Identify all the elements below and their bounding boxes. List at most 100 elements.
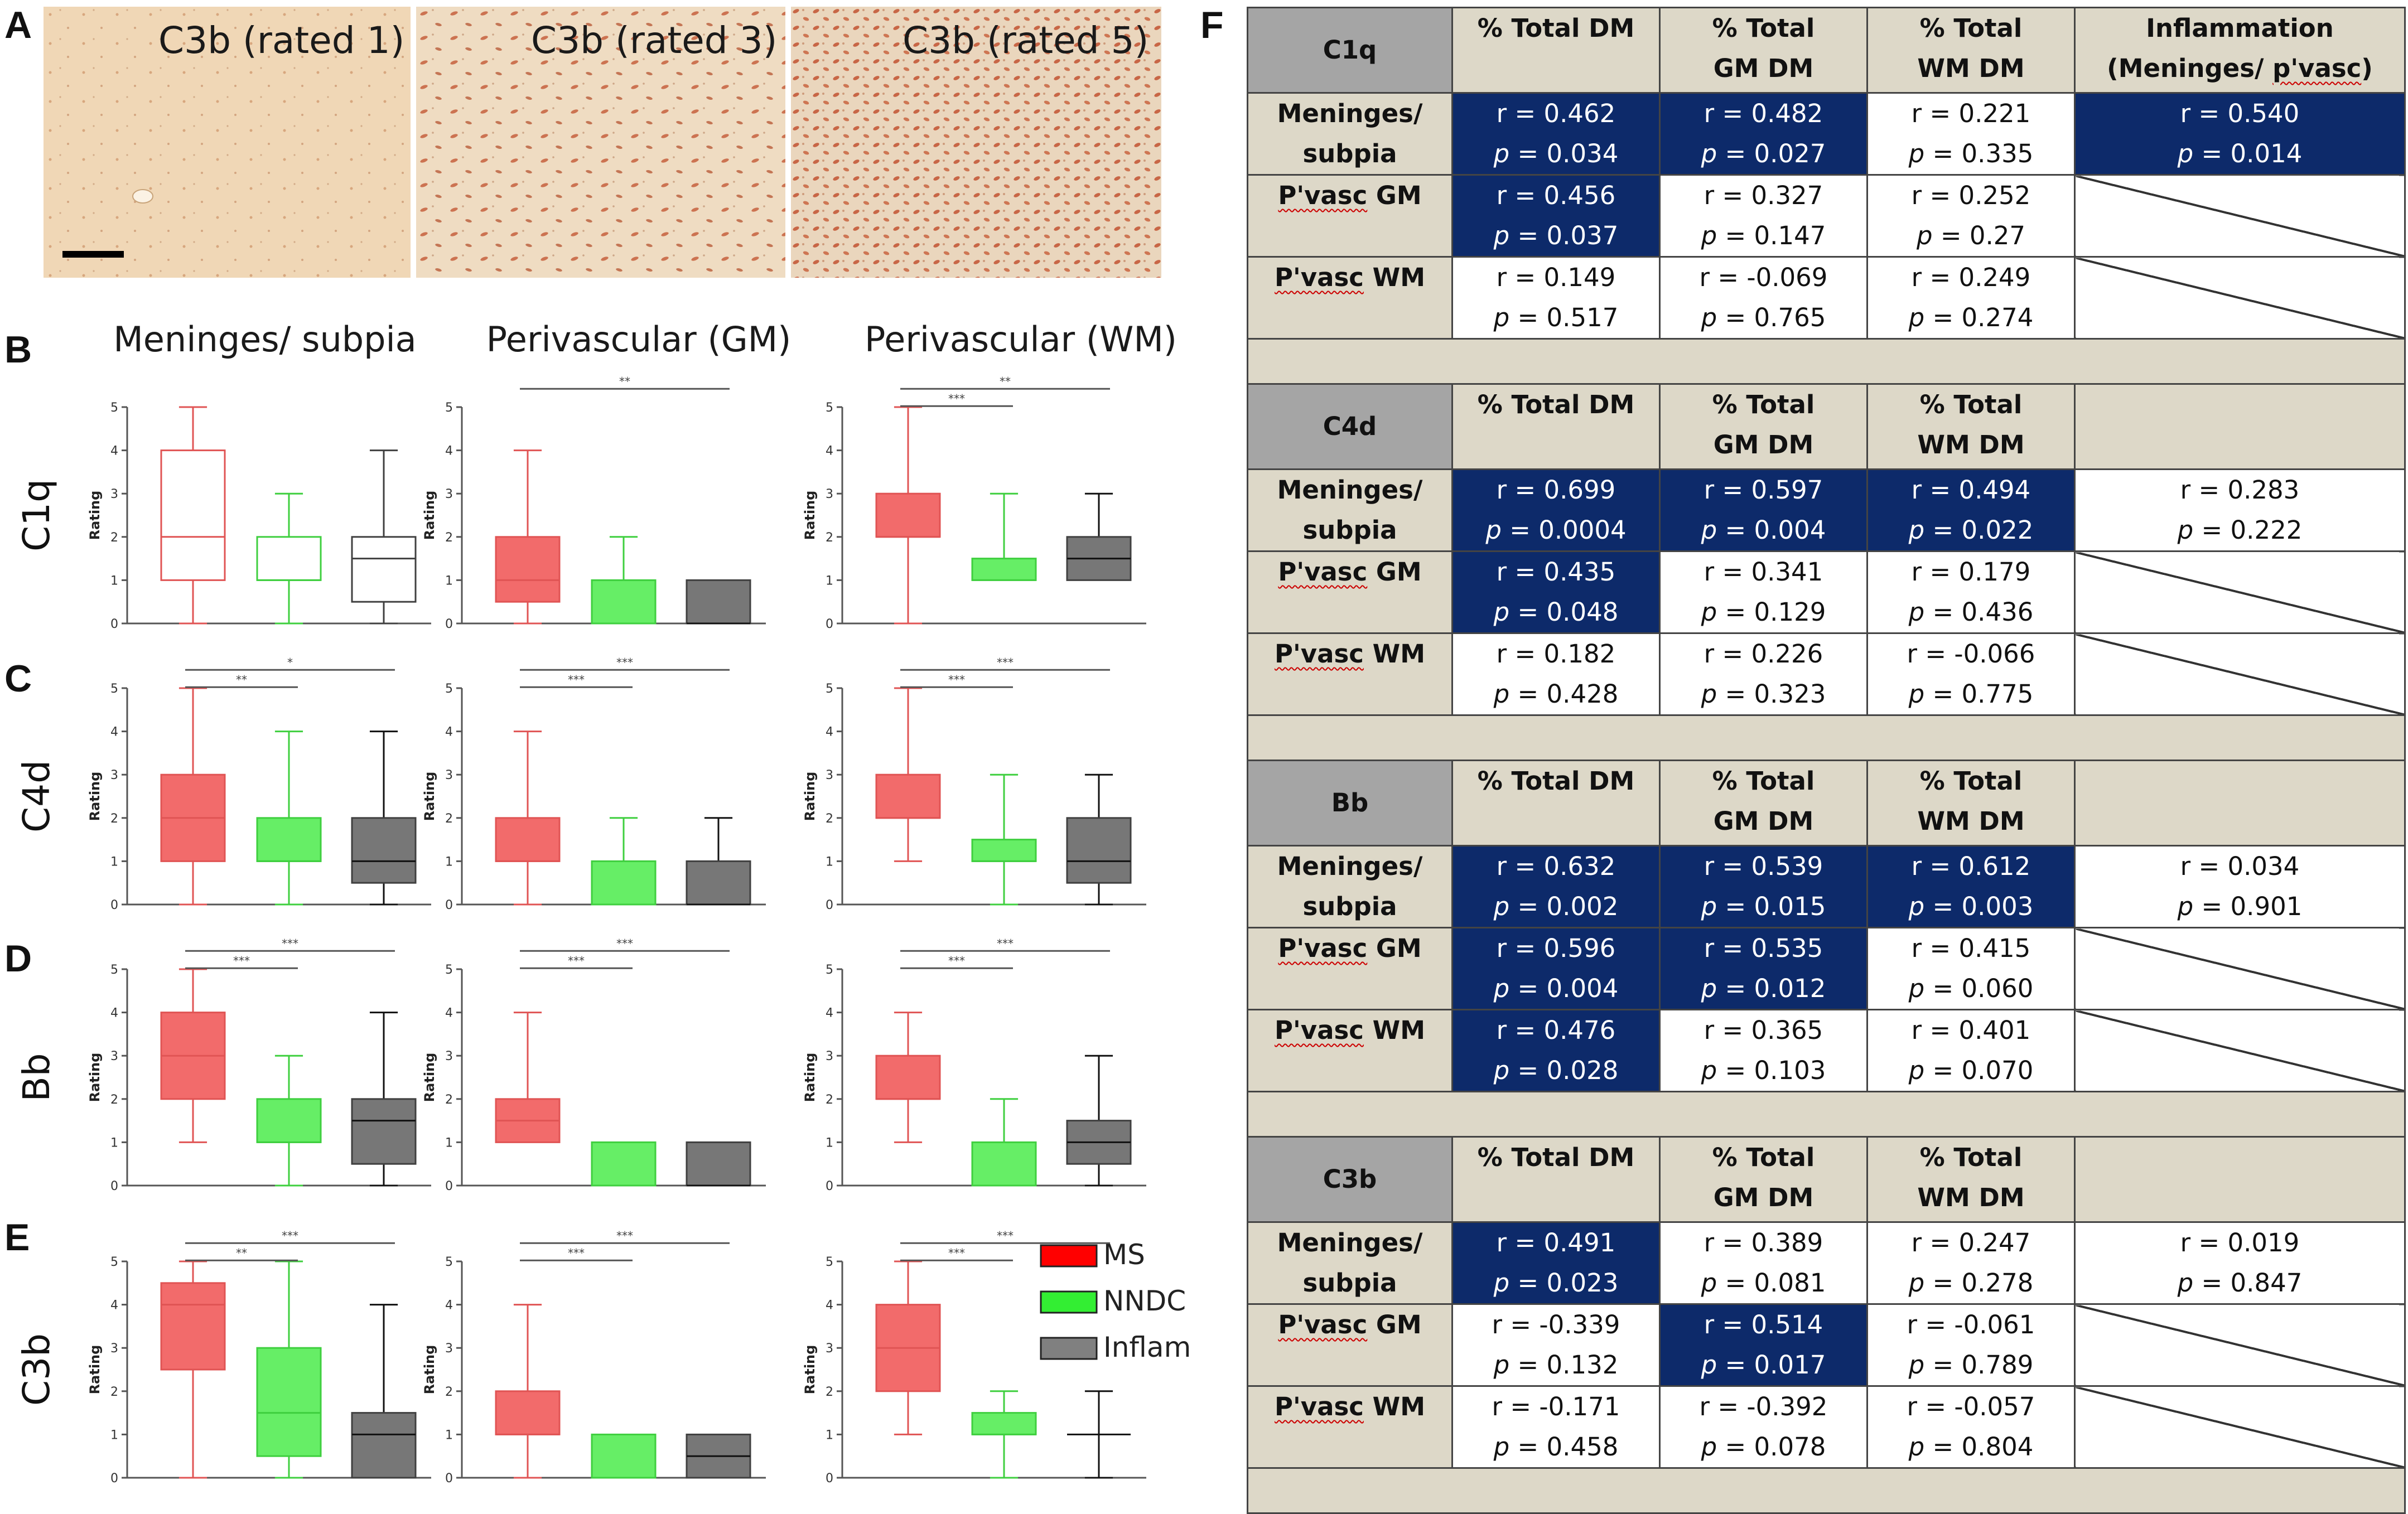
correlation-cell: r = 0.389 p = 0.081 — [1659, 1221, 1868, 1305]
box-body — [971, 1141, 1037, 1187]
table-row: Meninges/subpia r = 0.632 p = 0.002 r = 0.5… — [1247, 845, 2406, 928]
correlation-cell: r = 0.252 p = 0.27 — [1866, 174, 2076, 258]
row-label-line: P'vasc GM — [1278, 557, 1422, 587]
y-tick-label: 5 — [826, 401, 833, 415]
cell-line: p = 0.132 — [1454, 1345, 1658, 1385]
table-row: P'vasc GM r = -0.339 p = 0.132 r = 0.514 p … — [1247, 1303, 2406, 1387]
cell-line: r = 0.482 — [1704, 99, 1823, 128]
row-label-c4d: C4d — [15, 760, 58, 833]
significance-label: *** — [568, 1246, 585, 1260]
box-inflam — [1066, 492, 1132, 581]
boxplot-c1q-2: 0 1 2 3 4 5 Rating ** — [422, 375, 766, 631]
p-value: = 0.027 — [1725, 139, 1826, 168]
significant-correlation-cell: r = 0.632 p = 0.002 — [1451, 845, 1661, 928]
y-tick-label: 5 — [826, 682, 833, 696]
p-symbol: p — [1493, 1432, 1518, 1462]
y-tick-label: 3 — [826, 487, 833, 501]
correlation-table: C1q % Total DM % Total GM DM % Total WM DM In… — [1247, 7, 2406, 1514]
y-tick-label: 3 — [826, 768, 833, 782]
correlation-cell: r = 0.149 p = 0.517 — [1451, 256, 1661, 340]
cell-line: r = 0.596 — [1496, 933, 1616, 963]
legend-label-inflam: Inflam — [1103, 1331, 1191, 1363]
box-body — [591, 1141, 657, 1187]
p-value: = 0.804 — [1932, 1432, 2034, 1462]
p-value: = 0.323 — [1725, 679, 1826, 709]
significance-label: *** — [948, 392, 965, 405]
cell-line: p = 0.017 — [1662, 1345, 1866, 1385]
box-inflam — [351, 1012, 417, 1187]
header-line: % Total — [1919, 13, 2023, 43]
p-value: = 0.078 — [1725, 1432, 1826, 1462]
cell-line: p = 0.436 — [1869, 592, 2073, 632]
box-ms — [495, 449, 561, 625]
header-line: % Total — [1919, 1143, 2023, 1172]
cell-line: p = 0.027 — [1662, 134, 1866, 173]
correlation-cell: r = -0.066 p = 0.775 — [1866, 632, 2076, 716]
box-body — [256, 817, 322, 862]
block-marker-c3b: C3b — [1247, 1136, 1453, 1223]
p-value: = 0.517 — [1517, 303, 1619, 332]
spacer-cell — [1247, 714, 2406, 761]
y-tick-label: 5 — [445, 1255, 453, 1269]
box-nndc — [591, 817, 657, 906]
empty-diagonal-cell — [2074, 174, 2406, 258]
y-tick-label: 0 — [110, 898, 118, 912]
p-symbol: p — [1493, 974, 1518, 1003]
y-tick-label: 1 — [110, 574, 118, 588]
p-value: = 0.0004 — [1509, 515, 1627, 545]
cell-line: r = 0.456 — [1496, 181, 1616, 210]
cell-line: p = 0.103 — [1662, 1051, 1866, 1090]
column-header: % Total GM DM — [1659, 383, 1868, 470]
cell-line: p = 0.023 — [1454, 1263, 1658, 1303]
legend-label-nndc: NNDC — [1103, 1285, 1186, 1317]
box-inflam — [686, 1433, 751, 1479]
cell-line: r = 0.389 — [1704, 1228, 1823, 1257]
p-symbol: p — [1908, 679, 1933, 709]
column-header: % Total GM DM — [1659, 760, 1868, 847]
table-row: P'vasc WM r = 0.476 p = 0.028 r = 0.365 p =… — [1247, 1009, 2406, 1092]
y-tick-label: 2 — [445, 531, 453, 545]
p-symbol: p — [2177, 139, 2202, 168]
box-ms — [875, 406, 941, 625]
p-value: = 0.428 — [1517, 679, 1619, 709]
boxplot-bb-1: 0 1 2 3 4 5 Rating *** *** — [87, 937, 431, 1193]
cell-line: r = 0.252 — [1911, 181, 2031, 210]
y-tick-label: 4 — [445, 1007, 453, 1020]
header-line: Inflammation — [2146, 13, 2334, 43]
box-body — [351, 1098, 417, 1165]
box-body — [160, 1282, 226, 1371]
y-tick-label: 4 — [826, 444, 833, 458]
panel-letter-c: C — [4, 657, 32, 700]
significance-label: ** — [1000, 375, 1011, 388]
y-tick-label: 2 — [826, 531, 833, 545]
box-ms — [875, 1012, 941, 1143]
significant-correlation-cell: r = 0.540 p = 0.014 — [2074, 92, 2406, 176]
y-axis-label: Rating — [422, 491, 437, 540]
table-row: P'vasc WM r = 0.149 p = 0.517 r = -0.069 p … — [1247, 256, 2406, 340]
p-symbol: p — [1493, 1268, 1518, 1298]
column-header: % Total WM DM — [1866, 7, 2076, 94]
table-row: P'vasc WM r = 0.182 p = 0.428 r = 0.226 p =… — [1247, 632, 2406, 716]
header-line: (Meninges/ p'vasc) — [2107, 54, 2373, 83]
box-body — [495, 1390, 561, 1435]
significant-correlation-cell: r = 0.699 p = 0.0004 — [1451, 468, 1661, 552]
box-body — [591, 1433, 657, 1479]
y-tick-label: 1 — [445, 1428, 453, 1442]
p-symbol: p — [1493, 597, 1518, 627]
y-tick-label: 3 — [445, 1342, 453, 1356]
box-body — [686, 860, 751, 906]
y-tick-label: 1 — [110, 855, 118, 869]
y-tick-label: 0 — [826, 898, 833, 912]
box-body — [495, 536, 561, 603]
y-axis-label: Rating — [87, 1345, 103, 1395]
p-value: = 0.129 — [1725, 597, 1826, 627]
empty-diagonal-cell — [2074, 1009, 2406, 1092]
p-symbol: p — [1908, 974, 1933, 1003]
correlation-cell: r = 0.247 p = 0.278 — [1866, 1221, 2076, 1305]
p-symbol: p — [1493, 679, 1518, 709]
p-value: = 0.060 — [1932, 974, 2034, 1003]
y-tick-label: 2 — [826, 812, 833, 826]
cell-line: r = 0.535 — [1704, 933, 1823, 963]
micrograph-rated-1: C3b (rated 1) — [44, 7, 411, 278]
